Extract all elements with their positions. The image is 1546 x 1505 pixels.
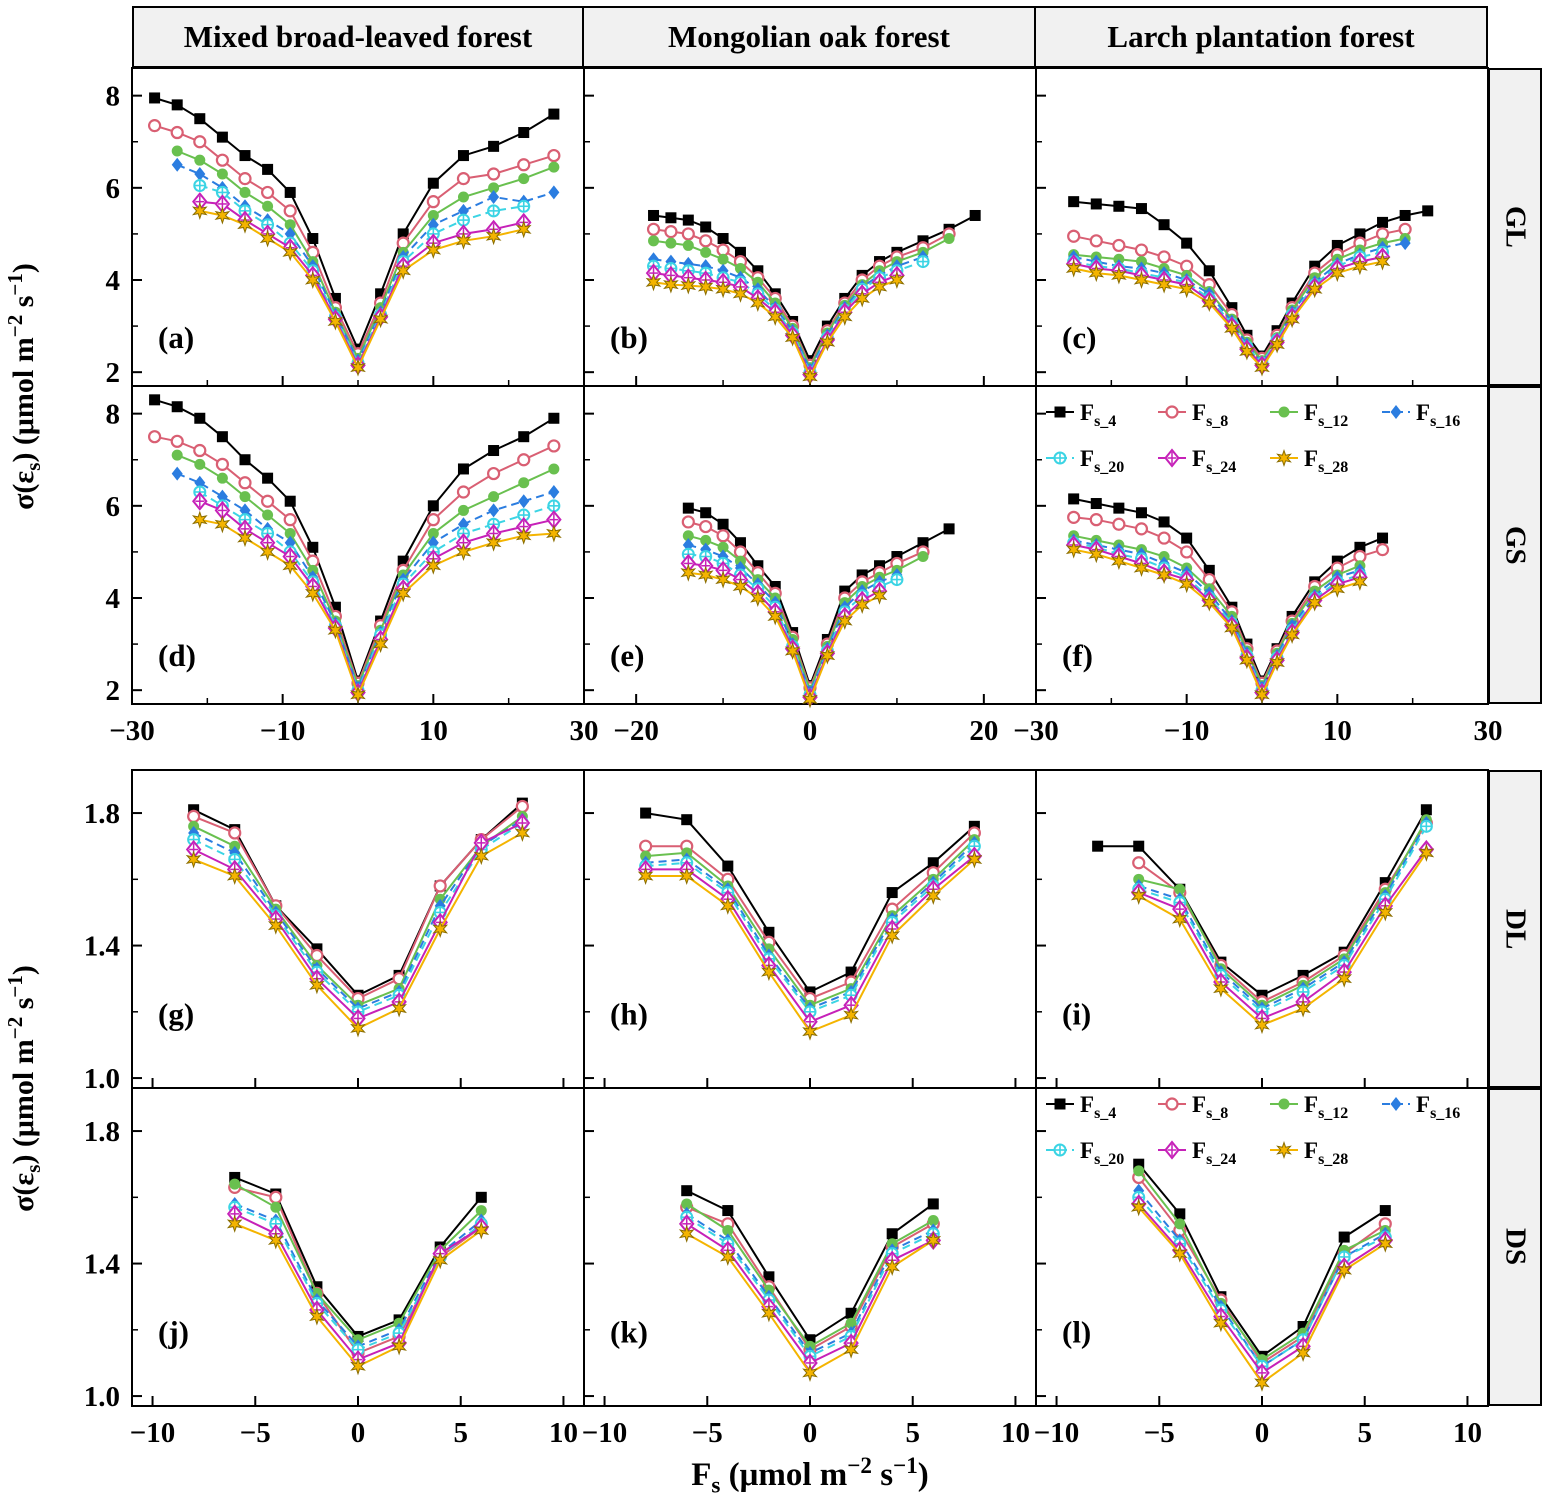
panel-letter-g: (g) (158, 996, 194, 1031)
panel-a: (a) 2 4 6 8 (106, 67, 585, 389)
panel-b: (b) (583, 67, 1037, 387)
panel-l: (l) −10 −5 0 5 10 (1034, 1087, 1489, 1449)
x-tick-label: 0 (1255, 1417, 1270, 1449)
series-Fs_28 (191, 201, 532, 377)
y-tick-label: 6 (106, 491, 121, 523)
row-label-gs-text: GS (1499, 525, 1532, 565)
y-tick-label: 1.0 (84, 1381, 120, 1413)
x-tick-label: 0 (803, 715, 818, 747)
x-tick-label: −10 (582, 1417, 628, 1449)
panel-letter-j: (j) (158, 1314, 189, 1349)
y-tick-label: 6 (106, 173, 121, 205)
panel-k: (k) −10 −5 0 5 10 (582, 1087, 1037, 1449)
x-tick-label: −5 (692, 1417, 723, 1449)
x-tick-label: −30 (1013, 715, 1059, 747)
y-tick-label: 1.4 (84, 1249, 120, 1281)
row-label-gl-text: GL (1499, 206, 1532, 248)
series-Fs_28 (680, 563, 888, 709)
x-tick-label: 10 (549, 1417, 578, 1449)
y-tick-label: 2 (106, 357, 121, 389)
panel-letter-c: (c) (1062, 320, 1096, 355)
series-Fs_28 (1130, 843, 1435, 1035)
x-tick-label: 10 (1323, 715, 1352, 747)
panel-letter-h: (h) (610, 996, 648, 1031)
series-Fs_4 (149, 92, 560, 355)
y-tick-label: 1.0 (84, 1063, 120, 1095)
panel-f: (f) −30 −10 10 30 (1013, 385, 1503, 747)
y-tick-label: 4 (106, 583, 121, 615)
y-tick-label: 1.8 (84, 798, 120, 830)
panel-d: (d) 2 4 6 8 −30 −10 10 30 (106, 385, 599, 747)
legend-item-Fs_20: Fs_20 (1046, 1138, 1124, 1168)
x-tick-label: −10 (1034, 1417, 1080, 1449)
series-Fs_28 (645, 270, 905, 386)
series-Fs_28 (185, 823, 531, 1038)
panel-letter-f: (f) (1062, 638, 1093, 673)
series-Fs_28 (226, 1214, 490, 1376)
y-tick-label: 1.8 (84, 1116, 120, 1148)
row-label-dl: DL (1488, 770, 1542, 1088)
series-Fs_28 (1065, 540, 1368, 704)
y-tick-label: 8 (106, 399, 121, 431)
x-tick-label: −10 (130, 1417, 176, 1449)
panel-j: (j) 1.0 1.4 1.8 −10 −5 0 5 10 (84, 1087, 585, 1449)
panel-letter-k: (k) (610, 1314, 648, 1349)
panel-c: (c) (1035, 67, 1489, 387)
y-tick-label: 4 (106, 265, 121, 297)
panel-g: (g) 1.0 1.4 1.8 (84, 769, 585, 1095)
row-label-gs: GS (1488, 386, 1542, 704)
x-tick-label: 5 (453, 1417, 468, 1449)
y-tick-label: 8 (106, 81, 121, 113)
x-tick-label: 30 (1474, 715, 1503, 747)
x-tick-label: −20 (613, 715, 659, 747)
x-tick-label: −10 (260, 715, 306, 747)
series-Fs_4 (640, 807, 980, 998)
row-label-dl-text: DL (1499, 908, 1532, 950)
x-tick-label: 5 (1357, 1417, 1372, 1449)
x-tick-label: 5 (905, 1417, 920, 1449)
series-Fs_12 (171, 145, 560, 364)
row-label-gl: GL (1488, 68, 1542, 386)
x-tick-label: 10 (1453, 1417, 1482, 1449)
panel-letter-i: (i) (1062, 996, 1091, 1031)
y-tick-label: 2 (106, 675, 121, 707)
panel-e: (e) −20 0 20 (583, 385, 1037, 747)
x-tick-label: −10 (1164, 715, 1210, 747)
x-axis-label: Fs (μmol m−2 s−1) (691, 1452, 929, 1498)
y-tick-label: 1.4 (84, 931, 120, 963)
x-tick-label: 10 (1001, 1417, 1030, 1449)
x-tick-label: 20 (969, 715, 998, 747)
panel-letter-b: (b) (610, 320, 648, 355)
row-label-ds-text: DS (1499, 1228, 1532, 1266)
panel-h: (h) (583, 769, 1037, 1089)
panel-letter-l: (l) (1062, 1314, 1091, 1349)
series-Fs_28 (1065, 252, 1391, 377)
series-Fs_28 (637, 850, 983, 1041)
x-tick-label: 0 (803, 1417, 818, 1449)
series-Fs_4 (681, 1185, 939, 1346)
series-Fs_8 (148, 430, 561, 690)
x-tick-label: −30 (109, 715, 155, 747)
panel-letter-e: (e) (610, 638, 644, 673)
panel-letter-d: (d) (158, 638, 196, 673)
x-tick-label: 0 (351, 1417, 366, 1449)
series-Fs_28 (191, 510, 562, 704)
series-Fs_28 (678, 1224, 942, 1382)
panel-i: (i) (1035, 769, 1489, 1089)
column-header-mixed-forest: Mixed broad-leaved forest (132, 6, 584, 68)
panel-letter-a: (a) (158, 320, 194, 355)
x-tick-label: −5 (1144, 1417, 1175, 1449)
x-tick-label: −5 (240, 1417, 271, 1449)
x-tick-label: 30 (570, 715, 599, 747)
x-tick-label: 10 (419, 715, 448, 747)
series-Fs_28 (1130, 1198, 1394, 1392)
